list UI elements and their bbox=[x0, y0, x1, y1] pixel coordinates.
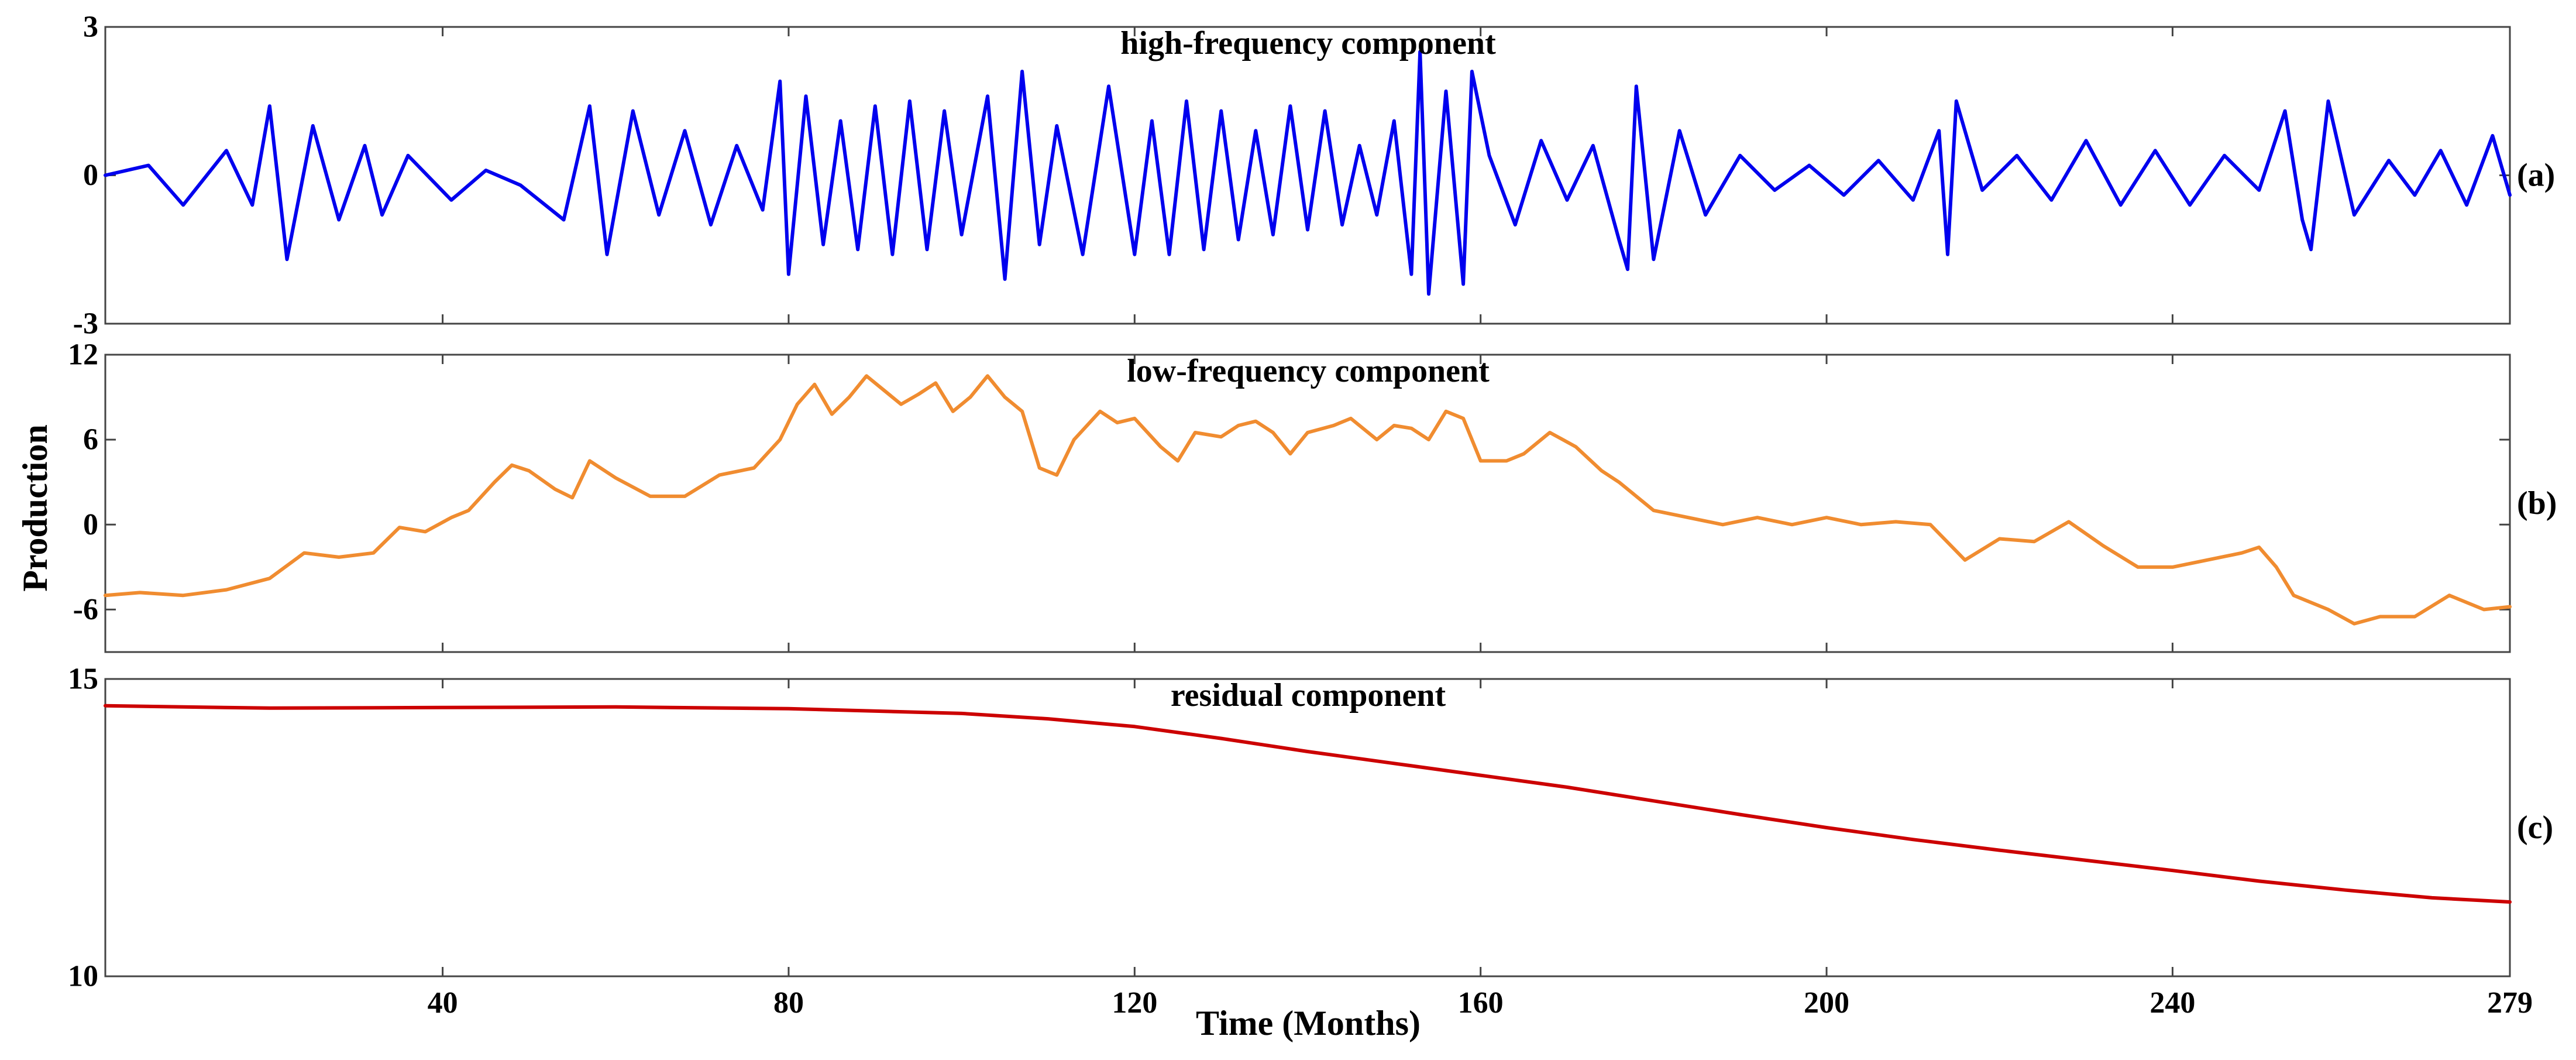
x-tick-label: 279 bbox=[2487, 986, 2533, 1020]
panel-c-series-line bbox=[104, 704, 2512, 904]
panel-c-y-tick-label: 15 bbox=[68, 663, 98, 696]
panel-a-y-tick-label: 0 bbox=[83, 159, 98, 192]
panel-a-title: high-frequency component bbox=[1120, 25, 1496, 61]
panel-b-y-tick-label: 0 bbox=[83, 508, 98, 541]
panel-a-frame bbox=[104, 26, 2511, 325]
x-tick-label: 240 bbox=[2149, 986, 2195, 1020]
panel-a-series-line bbox=[104, 50, 2512, 296]
panel-c-title: residual component bbox=[1171, 677, 1446, 713]
x-tick-label: 120 bbox=[1112, 986, 1157, 1020]
panel-a-y-tick-label: -3 bbox=[73, 307, 98, 341]
panel-a-y-tick-label: 3 bbox=[83, 11, 98, 44]
x-tick-label: 160 bbox=[1458, 986, 1504, 1020]
panel-b-y-tick-label: 6 bbox=[83, 423, 98, 457]
y-axis-title: Production bbox=[16, 424, 54, 592]
panel-b-tag: (b) bbox=[2517, 485, 2557, 522]
x-tick-label: 200 bbox=[1804, 986, 1849, 1020]
x-tick-label: 40 bbox=[428, 986, 458, 1020]
panel-c-tag: (c) bbox=[2517, 809, 2553, 846]
x-tick-label: 80 bbox=[773, 986, 804, 1020]
panel-b-series-line bbox=[104, 374, 2512, 626]
panel-b-frame bbox=[104, 354, 2511, 653]
x-axis-title: Time (Months) bbox=[1196, 1004, 1421, 1042]
panel-a-tag: (a) bbox=[2517, 157, 2555, 194]
panel-b-y-tick-label: -6 bbox=[73, 593, 98, 626]
panel-c-y-tick-label: 10 bbox=[68, 960, 98, 993]
panel-b-title: low-frequency component bbox=[1127, 353, 1490, 389]
panel-b-y-tick-label: 12 bbox=[68, 338, 98, 372]
panel-c-frame bbox=[104, 678, 2511, 977]
